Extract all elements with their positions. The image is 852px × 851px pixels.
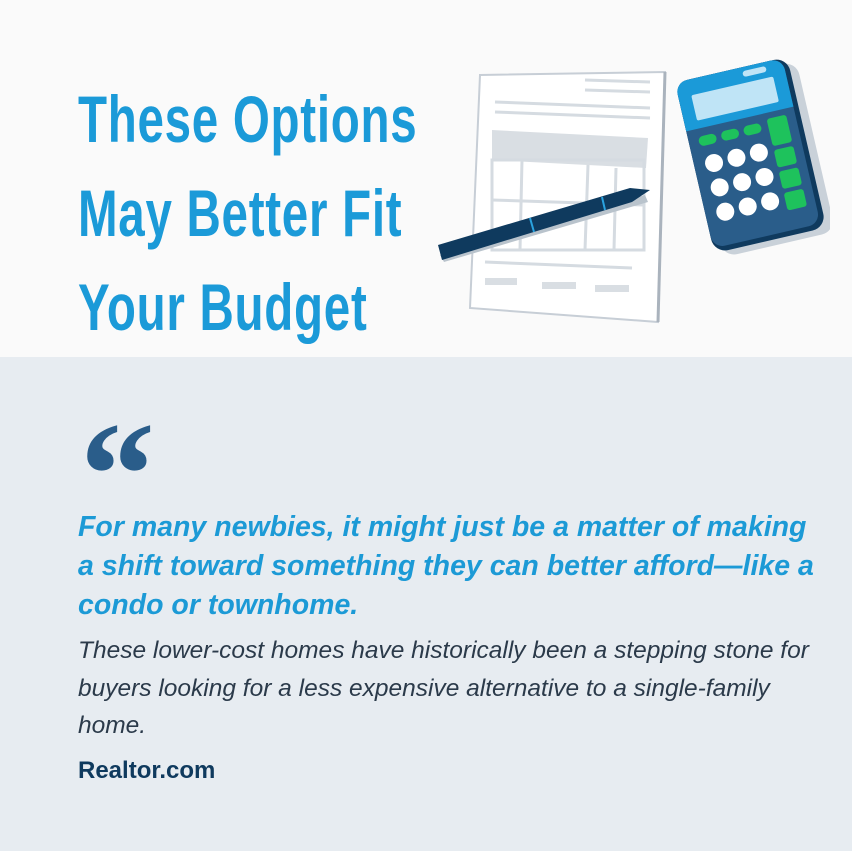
quote-source: Realtor.com	[78, 757, 216, 784]
paper-icon	[468, 70, 667, 324]
paper-pen-calculator-illustration	[438, 59, 830, 324]
title-line-1: These Options	[78, 82, 418, 156]
quote-body-text: These lower-cost homes have historically…	[78, 637, 809, 739]
calculator-icon	[677, 59, 830, 255]
page-title: These Options May Better Fit Your Budget	[78, 72, 678, 354]
quotation-mark-icon: “	[80, 392, 155, 558]
quote-section	[0, 357, 852, 851]
title-line-3: Your Budget	[78, 270, 368, 344]
quote-lead-text: For many newbies, it might just be a mat…	[78, 511, 814, 621]
header-section: These Options May Better Fit Your Budget	[0, 0, 852, 357]
title-line-2: May Better Fit	[78, 176, 403, 250]
pen-icon	[438, 188, 650, 262]
